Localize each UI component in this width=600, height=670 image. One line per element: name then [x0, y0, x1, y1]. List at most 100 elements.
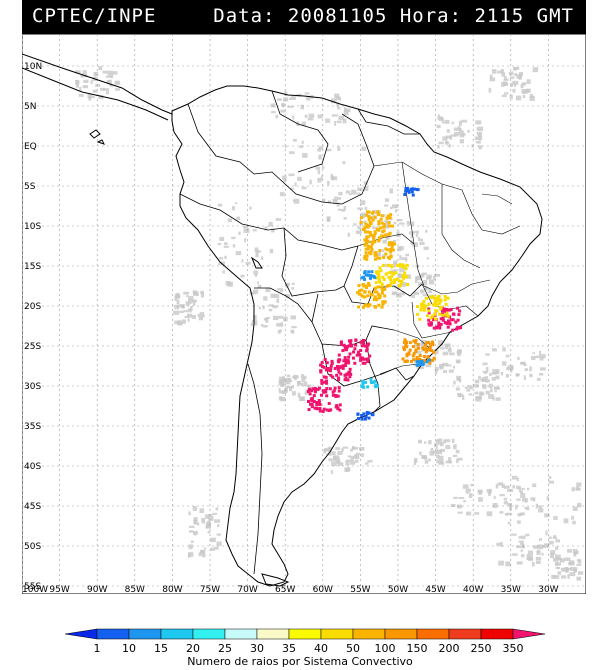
cloud-speck: [540, 354, 546, 359]
cloud-speck: [505, 354, 510, 358]
colorbar-label: 30: [250, 642, 264, 654]
cloud-speck: [448, 369, 454, 373]
cloud-speck: [265, 288, 271, 293]
cloud-speck: [550, 553, 554, 559]
cloud-speck: [506, 366, 509, 371]
cloud-speck: [224, 255, 227, 259]
cloud-speck: [426, 274, 432, 279]
cloud-speck: [515, 95, 522, 101]
cloud-speck: [353, 223, 357, 226]
cloud-speck: [454, 131, 460, 137]
cloud-speck: [496, 542, 501, 546]
cloud-speck: [565, 567, 569, 573]
cloud-speck: [482, 370, 489, 373]
cloud-speck: [243, 228, 250, 233]
cloud-speck: [470, 483, 473, 487]
cloud-speck: [524, 506, 527, 510]
cloud-speck: [574, 567, 578, 572]
land-outlines: [22, 53, 543, 587]
cloud-speck: [485, 366, 489, 371]
cloud-speck: [437, 145, 440, 149]
colorbar-label: 200: [439, 642, 460, 654]
cloud-speck: [83, 79, 89, 84]
cloud-speck: [292, 199, 296, 202]
cloud-speck: [468, 493, 473, 498]
cloud-speck: [516, 520, 521, 524]
cloud-speck: [392, 239, 396, 243]
cloud-speck: [578, 571, 584, 575]
cloud-speck: [489, 77, 496, 82]
cloud-speck: [489, 74, 493, 79]
cloud-speck: [474, 512, 480, 515]
header-bar: CPTEC/INPE Data: 20081105 Hora: 2115 GMT: [22, 0, 586, 34]
cloud-speck: [479, 134, 482, 137]
colorbar-label: 50: [346, 642, 360, 654]
cloud-speck: [334, 93, 340, 98]
cloud-speck: [200, 290, 205, 294]
cloud-speck: [270, 103, 276, 108]
cloud-speck: [383, 214, 386, 217]
colorbar-label: 350: [503, 642, 524, 654]
cloud-speck: [336, 102, 339, 107]
cloud-speck: [279, 288, 284, 293]
cloud-speck: [236, 216, 241, 221]
cloud-speck: [255, 250, 262, 253]
cloud-speck: [192, 300, 196, 306]
cloud-speck: [421, 455, 427, 459]
cloud-speck: [538, 372, 544, 376]
cloud-speck: [181, 319, 186, 324]
cloud-speck: [303, 381, 308, 387]
map-frame: [22, 34, 586, 594]
cloud-speck: [536, 549, 540, 553]
cloud-speck: [376, 253, 381, 256]
cloud-speck: [107, 80, 111, 83]
cloud-speck: [390, 206, 393, 210]
cloud-speck: [553, 534, 556, 538]
cloud-speck: [307, 384, 312, 390]
cloud-speck: [288, 173, 295, 177]
cloud-speck: [474, 391, 479, 395]
cloud-speck: [544, 543, 550, 548]
cloud-speck: [424, 459, 429, 464]
cloud-speck: [508, 71, 514, 76]
lon-tick-label: 35W: [501, 585, 521, 594]
cloud-speck: [252, 229, 257, 232]
cloud-speck: [475, 397, 478, 402]
cloud-speck: [305, 389, 308, 393]
cloud-speck: [281, 103, 286, 108]
cloud-speck: [315, 166, 321, 170]
cloud-speck: [284, 91, 288, 96]
cloud-speck: [332, 176, 338, 181]
cloud-speck: [206, 525, 212, 529]
cloud-speck: [275, 114, 279, 119]
cloud-speck: [477, 397, 482, 402]
cloud-speck: [185, 301, 190, 306]
cloud-speck: [75, 83, 79, 88]
cloud-speck: [187, 318, 190, 322]
cloud-speck: [463, 500, 467, 503]
cloud-speck: [394, 209, 398, 213]
cloud-speck: [412, 242, 419, 248]
cloud-speck: [408, 221, 412, 226]
cloud-speck: [301, 377, 305, 382]
cloud-speck: [192, 299, 198, 303]
colorbar-segment: [256, 628, 290, 640]
cloud-speck: [344, 108, 351, 113]
lightning-cell: [415, 358, 431, 367]
cloud-speck: [251, 319, 258, 323]
cloud-speck: [406, 220, 409, 225]
cloud-speck: [261, 256, 264, 260]
cloud-speck: [193, 517, 198, 522]
cloud-speck: [529, 373, 533, 378]
continent-outline: [171, 85, 543, 587]
cloud-speck: [281, 175, 287, 180]
cloud-speck: [516, 561, 523, 565]
cloud-speck: [504, 512, 509, 516]
cloud-speck: [520, 535, 526, 540]
cloud-speck: [575, 550, 579, 555]
central-america-outline: [22, 53, 173, 115]
cloud-speck: [414, 230, 420, 234]
cloud-speck: [576, 559, 581, 562]
cloud-speck: [465, 488, 469, 494]
cloud-speck: [474, 379, 480, 384]
